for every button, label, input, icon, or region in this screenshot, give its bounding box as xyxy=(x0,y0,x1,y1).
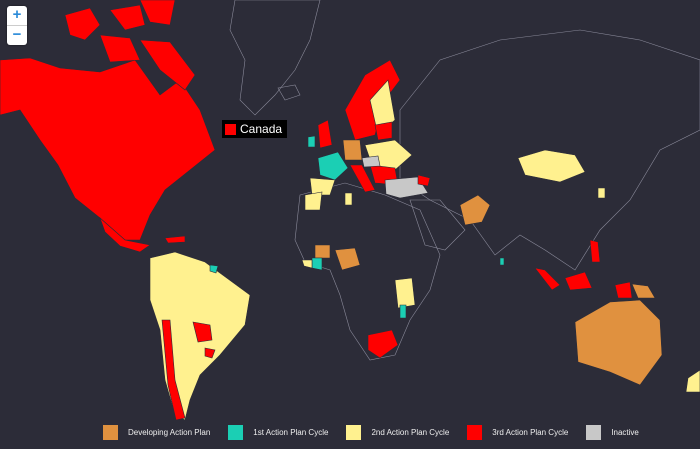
morocco[interactable] xyxy=(304,191,323,211)
indonesia[interactable] xyxy=(534,267,561,291)
legend-item-2nd-cycle: 2nd Action Plan Cycle xyxy=(346,425,449,440)
papua[interactable] xyxy=(614,281,633,299)
new-zealand[interactable] xyxy=(685,369,700,393)
kenya-tanzania[interactable] xyxy=(394,277,416,309)
nigeria[interactable] xyxy=(334,247,361,271)
caribbean[interactable] xyxy=(164,235,186,244)
baffin[interactable] xyxy=(139,39,196,91)
legend-label: Inactive xyxy=(611,428,639,437)
sri-lanka[interactable] xyxy=(499,257,505,266)
legend-label: 3rd Action Plan Cycle xyxy=(492,428,569,437)
guyana[interactable] xyxy=(209,264,219,274)
baltic[interactable] xyxy=(374,121,393,141)
greenland[interactable] xyxy=(229,0,321,116)
ireland[interactable] xyxy=(307,135,316,148)
tunisia[interactable] xyxy=(344,192,353,206)
legend-swatch xyxy=(346,425,362,440)
liberia[interactable] xyxy=(301,259,313,269)
legend-swatch xyxy=(586,425,602,440)
france[interactable] xyxy=(317,151,349,181)
arctic-islands-3[interactable] xyxy=(139,0,176,26)
hungary[interactable] xyxy=(361,155,381,168)
tooltip-color-swatch xyxy=(225,123,236,135)
png[interactable] xyxy=(631,283,656,299)
malawi[interactable] xyxy=(399,304,407,319)
paraguay[interactable] xyxy=(192,321,213,343)
ghana[interactable] xyxy=(311,257,323,271)
korea[interactable] xyxy=(597,187,606,199)
mongolia[interactable] xyxy=(517,149,586,183)
legend: Developing Action Plan 1st Action Plan C… xyxy=(103,425,657,440)
legend-label: Developing Action Plan xyxy=(128,428,211,437)
legend-swatch xyxy=(467,425,483,440)
iceland[interactable] xyxy=(277,84,301,101)
legend-label: 2nd Action Plan Cycle xyxy=(371,428,450,437)
australia[interactable] xyxy=(574,299,663,386)
legend-label: 1st Action Plan Cycle xyxy=(253,428,329,437)
georgia[interactable] xyxy=(417,174,431,187)
uruguay[interactable] xyxy=(204,347,216,359)
zoom-controls: + − xyxy=(7,6,27,45)
mexico[interactable] xyxy=(99,217,151,253)
chile[interactable] xyxy=(161,319,186,421)
legend-item-inactive: Inactive xyxy=(586,425,639,440)
spain[interactable] xyxy=(309,177,336,196)
legend-item-1st-cycle: 1st Action Plan Cycle xyxy=(228,425,328,440)
italy[interactable] xyxy=(349,164,376,193)
legend-item-3rd-cycle: 3rd Action Plan Cycle xyxy=(467,425,568,440)
country-shapes[interactable] xyxy=(0,0,700,421)
pakistan[interactable] xyxy=(459,194,491,226)
west-africa[interactable] xyxy=(314,244,331,259)
zoom-out-button[interactable]: − xyxy=(7,25,27,45)
germany[interactable] xyxy=(342,139,363,161)
legend-swatch xyxy=(103,425,118,440)
sweden-finland[interactable] xyxy=(369,79,396,136)
asia-outline xyxy=(399,29,700,271)
arctic-islands[interactable] xyxy=(64,7,101,41)
turkey-inactive[interactable] xyxy=(384,176,429,199)
uk[interactable] xyxy=(317,119,333,149)
legend-swatch xyxy=(228,425,244,440)
indonesia-2[interactable] xyxy=(564,271,593,291)
arctic-islands-2[interactable] xyxy=(109,4,146,31)
canada-usa[interactable] xyxy=(0,57,216,241)
arabia-outline xyxy=(409,199,466,251)
legend-item-developing: Developing Action Plan xyxy=(103,425,210,440)
south-africa[interactable] xyxy=(367,329,399,359)
tooltip-country-name: Canada xyxy=(240,122,283,136)
philippines[interactable] xyxy=(589,239,601,263)
country-tooltip: Canada xyxy=(222,120,288,138)
arctic-islands-4[interactable] xyxy=(99,34,141,63)
zoom-in-button[interactable]: + xyxy=(12,6,22,23)
